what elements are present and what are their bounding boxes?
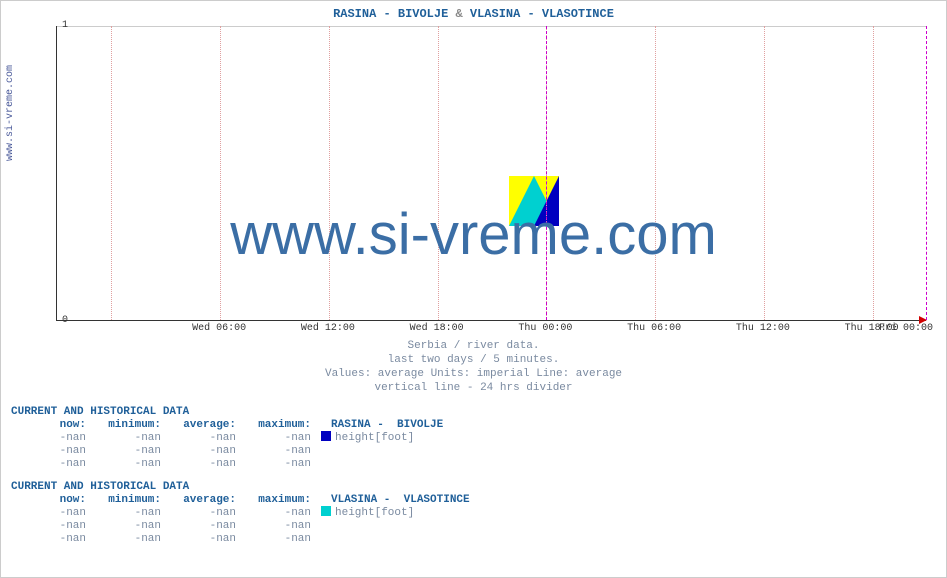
data-cell: -nan — [236, 533, 311, 546]
data-header-row: now:minimum:average:maximum: VLASINA - VL… — [11, 494, 470, 507]
data-header-cell: now: — [11, 494, 86, 507]
data-cell: -nan — [11, 432, 86, 445]
data-cell: -nan — [236, 520, 311, 533]
grid-line-v — [111, 26, 112, 320]
data-header-cell: average: — [161, 494, 236, 507]
data-row: -nan-nan-nan-nanheight[foot] — [11, 432, 443, 445]
data-block-2: CURRENT AND HISTORICAL DATAnow:minimum:a… — [11, 481, 470, 546]
data-row: -nan-nan-nan-nan — [11, 533, 470, 546]
data-cell: -nan — [11, 458, 86, 471]
chart-title: RASINA - BIVOLJE & VLASINA - VLASOTINCE — [1, 7, 946, 21]
plot-area — [56, 26, 926, 321]
data-cell: -nan — [11, 507, 86, 520]
x-tick-label: Fri 00:00 — [866, 323, 946, 334]
subtitle-line: Values: average Units: imperial Line: av… — [1, 367, 946, 381]
series-name: RASINA - BIVOLJE — [331, 419, 443, 431]
data-cell: -nan — [236, 458, 311, 471]
subtitle-line: last two days / 5 minutes. — [1, 353, 946, 367]
grid-line-v — [329, 26, 330, 320]
data-cell: -nan — [11, 445, 86, 458]
legend-swatch-icon — [321, 431, 331, 441]
title-left: RASINA - BIVOLJE — [333, 7, 448, 21]
x-tick-label: Thu 12:00 — [723, 323, 803, 334]
data-row: -nan-nan-nan-nan — [11, 520, 470, 533]
chart-frame: www.si-vreme.com RASINA - BIVOLJE & VLAS… — [0, 0, 947, 578]
data-row: -nan-nan-nan-nanheight[foot] — [11, 507, 470, 520]
data-header-cell: maximum: — [236, 419, 311, 432]
data-header-cell: now: — [11, 419, 86, 432]
divider-line — [546, 26, 547, 320]
data-block-1: CURRENT AND HISTORICAL DATAnow:minimum:a… — [11, 406, 443, 471]
data-header-cell: maximum: — [236, 494, 311, 507]
y-tick-label: 0 — [28, 315, 68, 326]
data-header-cell: minimum: — [86, 494, 161, 507]
data-header-cell: minimum: — [86, 419, 161, 432]
subtitle-line: vertical line - 24 hrs divider — [1, 381, 946, 395]
metric-label: height[foot] — [335, 432, 414, 444]
data-cell: -nan — [86, 533, 161, 546]
grid-line-v — [438, 26, 439, 320]
side-url-label: www.si-vreme.com — [5, 65, 16, 161]
data-cell: -nan — [86, 445, 161, 458]
grid-line-v — [220, 26, 221, 320]
data-row: -nan-nan-nan-nan — [11, 445, 443, 458]
grid-line-v — [655, 26, 656, 320]
data-cell: -nan — [86, 458, 161, 471]
grid-line-v — [873, 26, 874, 320]
x-tick-label: Wed 12:00 — [288, 323, 368, 334]
data-cell: -nan — [236, 445, 311, 458]
subtitle-line: Serbia / river data. — [1, 339, 946, 353]
legend-swatch-icon — [321, 506, 331, 516]
x-tick-label: Thu 00:00 — [505, 323, 585, 334]
x-tick-label: Wed 06:00 — [179, 323, 259, 334]
data-cell: -nan — [161, 445, 236, 458]
data-cell: -nan — [86, 507, 161, 520]
data-cell: -nan — [161, 520, 236, 533]
title-right: VLASINA - VLASOTINCE — [470, 7, 614, 21]
data-cell: -nan — [86, 432, 161, 445]
data-cell: -nan — [161, 458, 236, 471]
divider-line — [926, 26, 927, 320]
data-cell: -nan — [11, 533, 86, 546]
chart-subtitle: Serbia / river data. last two days / 5 m… — [1, 339, 946, 395]
y-tick-label: 1 — [28, 20, 68, 31]
data-header-row: now:minimum:average:maximum: RASINA - BIV… — [11, 419, 443, 432]
metric-label: height[foot] — [335, 507, 414, 519]
data-block-title: CURRENT AND HISTORICAL DATA — [11, 406, 443, 419]
data-block-title: CURRENT AND HISTORICAL DATA — [11, 481, 470, 494]
data-cell: -nan — [161, 533, 236, 546]
data-cell: -nan — [236, 432, 311, 445]
grid-line-v — [764, 26, 765, 320]
data-cell: -nan — [161, 432, 236, 445]
data-row: -nan-nan-nan-nan — [11, 458, 443, 471]
data-header-cell: average: — [161, 419, 236, 432]
data-cell: -nan — [236, 507, 311, 520]
series-name: VLASINA - VLASOTINCE — [331, 494, 470, 506]
data-cell: -nan — [86, 520, 161, 533]
x-tick-label: Thu 06:00 — [614, 323, 694, 334]
watermark-icon — [509, 176, 559, 226]
grid-line-h — [57, 26, 926, 27]
title-ampersand: & — [455, 7, 462, 21]
x-tick-label: Wed 18:00 — [397, 323, 477, 334]
data-cell: -nan — [161, 507, 236, 520]
data-cell: -nan — [11, 520, 86, 533]
